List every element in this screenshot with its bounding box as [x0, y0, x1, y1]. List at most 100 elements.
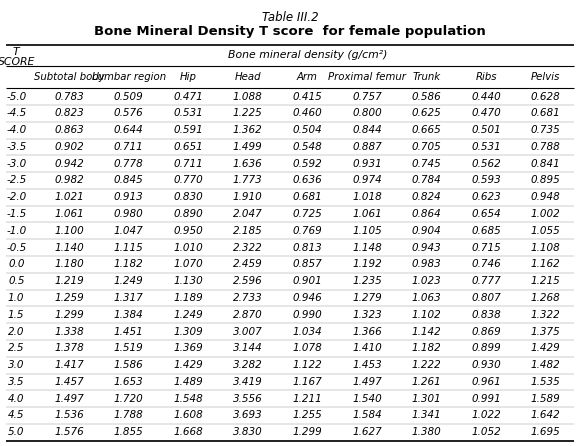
Text: 1.341: 1.341 — [412, 410, 441, 421]
Text: Hip: Hip — [180, 72, 197, 82]
Text: Pelvis: Pelvis — [531, 72, 560, 82]
Text: 0.504: 0.504 — [292, 125, 322, 135]
Text: 1.299: 1.299 — [55, 310, 84, 320]
Text: 0.930: 0.930 — [471, 360, 501, 370]
Text: 0.711: 0.711 — [114, 142, 144, 152]
Text: 0.990: 0.990 — [292, 310, 322, 320]
Text: 0.788: 0.788 — [531, 142, 560, 152]
Text: 1.773: 1.773 — [233, 175, 263, 186]
Text: 1.535: 1.535 — [531, 377, 560, 387]
Text: 0.974: 0.974 — [352, 175, 382, 186]
Text: -3.5: -3.5 — [6, 142, 26, 152]
Text: 1.317: 1.317 — [114, 293, 144, 303]
Text: 0.757: 0.757 — [352, 91, 382, 102]
Text: 1.695: 1.695 — [531, 427, 560, 437]
Text: 1.130: 1.130 — [173, 276, 203, 286]
Text: 0.586: 0.586 — [412, 91, 441, 102]
Text: 0.913: 0.913 — [114, 192, 144, 202]
Text: 0.838: 0.838 — [471, 310, 501, 320]
Text: 0.943: 0.943 — [412, 243, 441, 252]
Text: 0.890: 0.890 — [173, 209, 203, 219]
Text: 1.122: 1.122 — [292, 360, 322, 370]
Text: 0.982: 0.982 — [55, 175, 84, 186]
Text: 1.010: 1.010 — [173, 243, 203, 252]
Text: 0.746: 0.746 — [471, 260, 501, 269]
Text: Bone Mineral Density T score  for female population: Bone Mineral Density T score for female … — [94, 25, 486, 37]
Text: 0.628: 0.628 — [531, 91, 560, 102]
Text: -2.5: -2.5 — [6, 175, 26, 186]
Text: 0.745: 0.745 — [412, 159, 441, 169]
Text: 0.950: 0.950 — [173, 226, 203, 236]
Text: 1.309: 1.309 — [173, 326, 203, 337]
Text: 0.470: 0.470 — [471, 108, 501, 118]
Text: 0.681: 0.681 — [292, 192, 322, 202]
Text: 2.185: 2.185 — [233, 226, 263, 236]
Text: -1.0: -1.0 — [6, 226, 26, 236]
Text: 1.180: 1.180 — [55, 260, 84, 269]
Text: 3.693: 3.693 — [233, 410, 263, 421]
Text: 0.895: 0.895 — [531, 175, 560, 186]
Text: 1.162: 1.162 — [531, 260, 560, 269]
Text: 0.415: 0.415 — [292, 91, 322, 102]
Text: 1.410: 1.410 — [352, 343, 382, 353]
Text: 1.497: 1.497 — [55, 394, 84, 404]
Text: 1.429: 1.429 — [531, 343, 560, 353]
Text: 1.022: 1.022 — [471, 410, 501, 421]
Text: 0.644: 0.644 — [114, 125, 144, 135]
Text: -0.5: -0.5 — [6, 243, 26, 252]
Text: 0.899: 0.899 — [471, 343, 501, 353]
Text: 0.531: 0.531 — [471, 142, 501, 152]
Text: 2.5: 2.5 — [8, 343, 24, 353]
Text: 1.489: 1.489 — [173, 377, 203, 387]
Text: -4.5: -4.5 — [6, 108, 26, 118]
Text: 1.642: 1.642 — [531, 410, 560, 421]
Text: 0.705: 0.705 — [412, 142, 441, 152]
Text: 1.586: 1.586 — [114, 360, 144, 370]
Text: 1.061: 1.061 — [55, 209, 84, 219]
Text: 1.140: 1.140 — [55, 243, 84, 252]
Text: 1.322: 1.322 — [531, 310, 560, 320]
Text: 0.562: 0.562 — [471, 159, 501, 169]
Text: 0.800: 0.800 — [352, 108, 382, 118]
Text: 0.636: 0.636 — [292, 175, 322, 186]
Text: 1.047: 1.047 — [114, 226, 144, 236]
Text: 1.279: 1.279 — [352, 293, 382, 303]
Text: 2.870: 2.870 — [233, 310, 263, 320]
Text: SCORE: SCORE — [0, 57, 35, 67]
Text: -3.0: -3.0 — [6, 159, 26, 169]
Text: 1.369: 1.369 — [173, 343, 203, 353]
Text: 1.301: 1.301 — [412, 394, 441, 404]
Text: 0.548: 0.548 — [292, 142, 322, 152]
Text: 1.366: 1.366 — [352, 326, 382, 337]
Text: 0.844: 0.844 — [352, 125, 382, 135]
Text: 3.5: 3.5 — [8, 377, 24, 387]
Text: 1.451: 1.451 — [114, 326, 144, 337]
Text: 0.440: 0.440 — [471, 91, 501, 102]
Text: Trunk: Trunk — [412, 72, 441, 82]
Text: 3.830: 3.830 — [233, 427, 263, 437]
Text: 1.219: 1.219 — [55, 276, 84, 286]
Text: 0.857: 0.857 — [292, 260, 322, 269]
Text: 1.323: 1.323 — [352, 310, 382, 320]
Text: 1.548: 1.548 — [173, 394, 203, 404]
Text: 0.715: 0.715 — [471, 243, 501, 252]
Text: 0.681: 0.681 — [531, 108, 560, 118]
Text: 2.0: 2.0 — [8, 326, 24, 337]
Text: 1.380: 1.380 — [412, 427, 441, 437]
Text: 1.215: 1.215 — [531, 276, 560, 286]
Text: 1.108: 1.108 — [531, 243, 560, 252]
Text: 0.946: 0.946 — [292, 293, 322, 303]
Text: 0.904: 0.904 — [412, 226, 441, 236]
Text: 2.459: 2.459 — [233, 260, 263, 269]
Text: -4.0: -4.0 — [6, 125, 26, 135]
Text: 1.910: 1.910 — [233, 192, 263, 202]
Text: 0.841: 0.841 — [531, 159, 560, 169]
Text: 3.419: 3.419 — [233, 377, 263, 387]
Text: 0.770: 0.770 — [173, 175, 203, 186]
Text: Head: Head — [234, 72, 261, 82]
Text: 1.105: 1.105 — [352, 226, 382, 236]
Text: 0.901: 0.901 — [292, 276, 322, 286]
Text: 3.556: 3.556 — [233, 394, 263, 404]
Text: -2.0: -2.0 — [6, 192, 26, 202]
Text: 0.531: 0.531 — [173, 108, 203, 118]
